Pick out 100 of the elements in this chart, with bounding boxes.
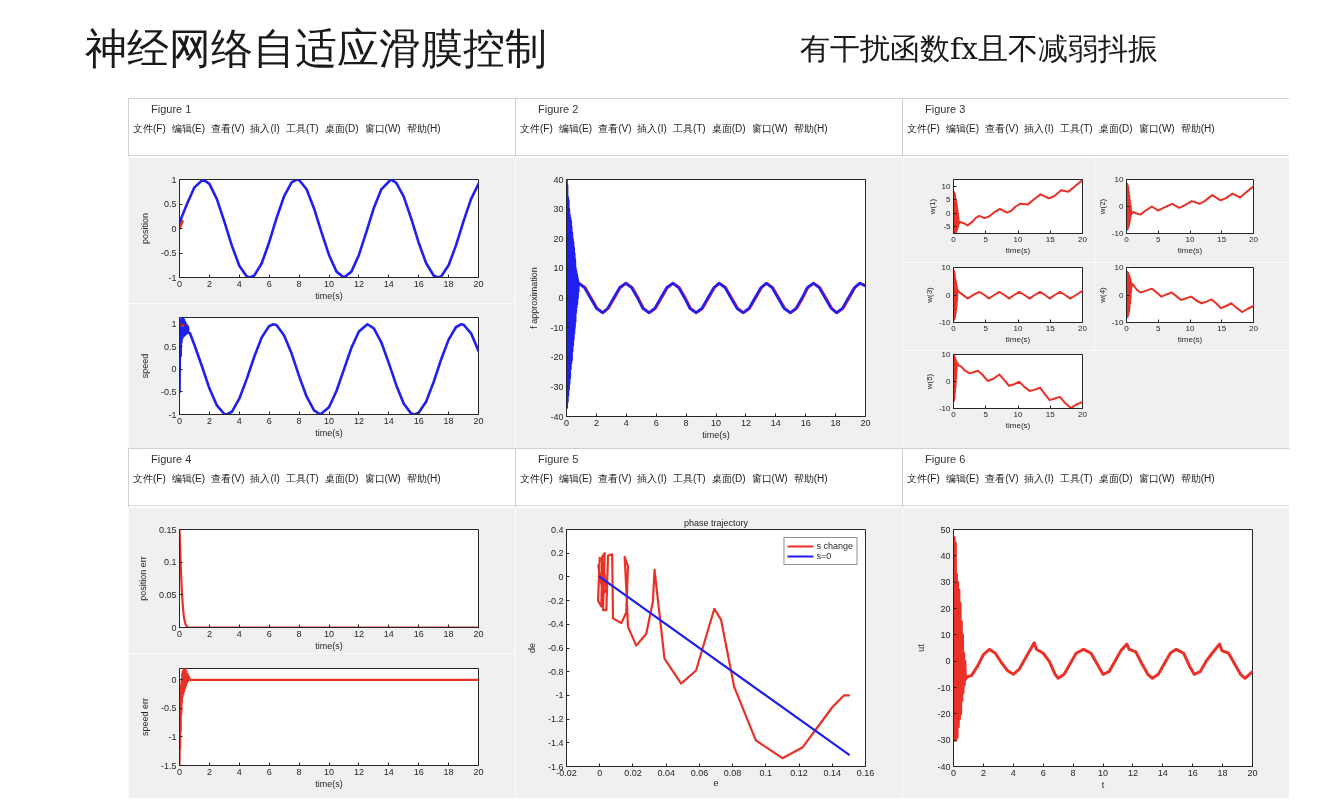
y-tick-label: 0.1 <box>163 557 177 568</box>
y-tick-label: -0.2 <box>547 595 564 606</box>
y-tick-label: -1.5 <box>160 760 177 771</box>
x-tick-label: 12 <box>353 628 364 639</box>
y-axis-title: w(5) <box>924 373 934 391</box>
x-tick-label: 16 <box>413 628 424 639</box>
text: 工具(T) <box>285 473 319 484</box>
y-tick-label: -20 <box>937 708 951 719</box>
x-tick-label: 4 <box>236 278 242 289</box>
x-tick-label: 20 <box>1249 234 1259 244</box>
y-tick-label: -0.5 <box>160 703 177 714</box>
x-tick-label: 10 <box>1097 767 1109 778</box>
x-tick-label: 4 <box>236 628 242 639</box>
x-tick-label: 8 <box>296 766 302 777</box>
x-tick-label: 15 <box>1045 409 1056 419</box>
y-tick-label: -0.4 <box>547 619 564 630</box>
text: Figure 3 <box>924 102 967 117</box>
y-tick-label: 0.5 <box>163 341 177 352</box>
y-tick-label: 10 <box>1114 175 1125 184</box>
text: Figure 1 <box>150 102 193 117</box>
text: 窗口(W) <box>751 473 788 484</box>
y-tick-label: 50 <box>940 524 951 535</box>
text: 桌面(D) <box>1098 473 1133 484</box>
x-tick-label: 12 <box>740 417 751 428</box>
x-axis-title: time(s) <box>1005 420 1031 430</box>
x-tick-label: 18 <box>443 415 454 426</box>
y-tick-label: -1 <box>168 409 177 420</box>
x-tick-label: 16 <box>1187 767 1198 778</box>
x-tick-label: 15 <box>1217 234 1227 244</box>
x-tick-label: 5 <box>1156 234 1162 244</box>
x-tick-label: 12 <box>353 766 364 777</box>
text: 窗口(W) <box>364 473 401 484</box>
y-tick-label: -10 <box>938 404 952 413</box>
x-tick-label: 0.1 <box>759 767 773 778</box>
x-tick-label: 16 <box>800 417 811 428</box>
y-tick-label: -1 <box>168 731 177 742</box>
x-axis-title: t <box>1101 779 1105 790</box>
x-tick-label: 16 <box>413 278 424 289</box>
y-axis-title: speed err <box>139 697 150 737</box>
legend-label: s=0 <box>816 551 833 561</box>
y-tick-label: 0 <box>171 223 177 234</box>
y-axis-title: speed <box>139 353 150 379</box>
y-tick-label: 0 <box>946 208 952 218</box>
text: 窗口(W) <box>1138 473 1175 484</box>
text: 查看(V) <box>985 473 1019 484</box>
text: 帮助(H) <box>1180 473 1215 484</box>
x-tick-label: 10 <box>1185 323 1195 333</box>
x-tick-label: 0.02 <box>624 767 642 778</box>
x-tick-label: 14 <box>383 766 394 777</box>
x-tick-label: 14 <box>383 415 394 426</box>
x-tick-label: 12 <box>353 278 364 289</box>
y-tick-label: 10 <box>941 263 952 272</box>
text: 插入(I) <box>1024 123 1054 134</box>
x-tick-label: 10 <box>1013 234 1023 244</box>
text: 查看(V) <box>598 473 632 484</box>
x-tick-label: 14 <box>383 278 394 289</box>
x-tick-label: 10 <box>323 628 335 639</box>
y-tick-label: 0 <box>171 674 177 685</box>
y-tick-label: 0.4 <box>550 524 564 535</box>
y-tick-label: -10 <box>938 318 952 327</box>
y-tick-label: -40 <box>550 411 564 422</box>
x-tick-label: 14 <box>1157 767 1168 778</box>
x-tick-label: 0 <box>597 767 603 778</box>
y-tick-label: -20 <box>550 352 564 363</box>
x-tick-label: 4 <box>1010 767 1016 778</box>
y-tick-label: -10 <box>1111 229 1125 238</box>
x-tick-label: 6 <box>266 278 272 289</box>
x-tick-label: 8 <box>296 278 302 289</box>
y-tick-label: 10 <box>941 181 952 191</box>
x-axis-title: e <box>713 777 719 788</box>
text: 桌面(D) <box>711 123 746 134</box>
x-tick-label: 6 <box>266 766 272 777</box>
text: Figure 6 <box>924 452 967 467</box>
y-axis-title: ut <box>916 643 927 652</box>
x-tick-label: 16 <box>413 415 424 426</box>
x-tick-label: 2 <box>206 766 212 777</box>
y-tick-label: -0.5 <box>160 248 177 258</box>
y-tick-label: 0 <box>945 656 951 667</box>
text: 桌面(D) <box>324 473 359 484</box>
text: 帮助(H) <box>1180 123 1215 134</box>
y-tick-label: 40 <box>940 550 951 561</box>
x-tick-label: 14 <box>383 628 394 639</box>
text: 神经网络自适应滑膜控制 <box>85 23 548 75</box>
x-tick-label: 0.12 <box>790 767 808 778</box>
text: 文件(F) <box>520 123 553 134</box>
x-tick-label: 4 <box>623 417 629 428</box>
y-axis-title: w(2) <box>1097 198 1107 216</box>
y-tick-label: -1 <box>168 272 177 283</box>
text: 文件(F) <box>520 473 553 484</box>
text: 插入(I) <box>637 473 667 484</box>
x-tick-label: 10 <box>323 766 335 777</box>
y-tick-label: 0 <box>558 293 564 303</box>
y-tick-label: 0.5 <box>163 199 177 209</box>
text: 文件(F) <box>907 473 940 484</box>
y-tick-label: -40 <box>937 761 951 772</box>
text: 工具(T) <box>1059 473 1093 484</box>
text: 工具(T) <box>672 473 706 484</box>
x-axis-title: time(s) <box>1005 245 1031 255</box>
y-tick-label: -1.4 <box>547 737 564 748</box>
y-tick-label: 0 <box>1119 290 1125 300</box>
